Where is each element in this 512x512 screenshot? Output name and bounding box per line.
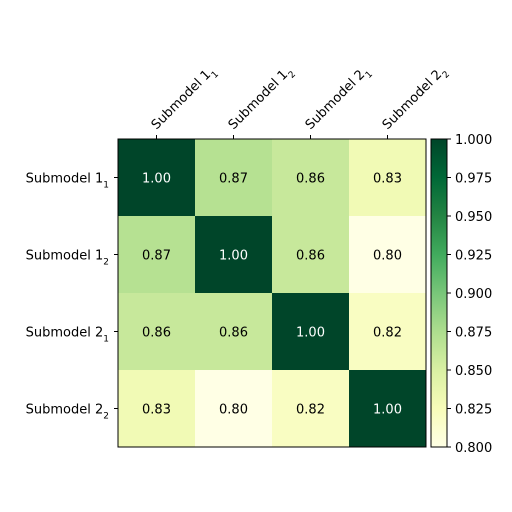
heatmap-cell <box>118 293 196 371</box>
cell-value-label: 0.86 <box>142 326 171 341</box>
x-tick-label: Submodel 12 <box>226 63 298 135</box>
colorbar-tick-label: 0.825 <box>455 403 492 418</box>
colorbar-tick-label: 0.900 <box>455 287 492 302</box>
heatmap-cell <box>195 293 273 371</box>
heatmap-cell <box>195 139 273 217</box>
heatmap-cells <box>118 139 427 448</box>
cell-value-label: 0.86 <box>296 249 325 264</box>
y-tick-label: Submodel 12 <box>26 249 109 268</box>
y-tick-label: Submodel 21 <box>26 326 109 345</box>
colorbar-ticks: 1.000 0.975 0.950 0.925 0.900 0.875 0.850 0.825… <box>447 133 492 456</box>
cell-value-label: 0.87 <box>142 249 171 264</box>
x-axis-ticks: Submodel 11 Submodel 12 Submodel 21 Submode… <box>149 63 452 139</box>
y-tick-label: Submodel 11 <box>26 172 109 191</box>
heatmap-cell <box>272 139 350 217</box>
heatmap-cell <box>195 370 273 448</box>
colorbar <box>430 138 448 448</box>
colorbar-tick-label: 0.925 <box>455 249 492 264</box>
heatmap-cell <box>349 216 427 294</box>
heatmap-cell <box>349 139 427 217</box>
cell-value-label: 0.80 <box>373 249 402 264</box>
cell-value-label: 0.87 <box>219 172 248 187</box>
cell-value-label: 0.80 <box>219 403 248 418</box>
heatmap-cell <box>118 216 196 294</box>
x-tick-label: Submodel 21 <box>303 63 375 135</box>
heatmap-cell <box>195 216 273 294</box>
cell-value-label: 1.00 <box>219 249 248 264</box>
cell-value-label: 0.86 <box>219 326 248 341</box>
cell-value-label: 0.82 <box>296 403 325 418</box>
y-axis-ticks: Submodel 11 Submodel 12 Submodel 21 Submode… <box>26 172 118 422</box>
cell-value-label: 0.83 <box>373 172 402 187</box>
colorbar-tick-label: 0.975 <box>455 172 492 187</box>
cell-value-label: 0.82 <box>373 326 402 341</box>
cell-value-label: 1.00 <box>373 403 402 418</box>
heatmap-cell-labels: 1.00 0.87 0.86 0.83 0.87 1.00 0.86 0.80 0.86 0.86… <box>142 172 402 418</box>
cell-value-label: 0.86 <box>296 172 325 187</box>
heatmap-cell <box>349 370 427 448</box>
colorbar-tick-label: 0.850 <box>455 364 492 379</box>
colorbar-tick-label: 0.800 <box>455 441 492 456</box>
cell-value-label: 0.83 <box>142 403 171 418</box>
heatmap-cell <box>272 370 350 448</box>
colorbar-tick-label: 0.875 <box>455 326 492 341</box>
cell-value-label: 1.00 <box>296 326 325 341</box>
heatmap-cell <box>118 139 196 217</box>
colorbar-tick-label: 0.950 <box>455 210 492 225</box>
x-tick-label: Submodel 11 <box>149 63 221 135</box>
heatmap-cell <box>272 293 350 371</box>
x-tick-label: Submodel 22 <box>380 63 452 135</box>
cell-value-label: 1.00 <box>142 172 171 187</box>
colorbar-tick-label: 1.000 <box>455 133 492 148</box>
y-tick-label: Submodel 22 <box>26 403 109 422</box>
heatmap-cell <box>118 370 196 448</box>
heatmap-frame <box>117 138 427 448</box>
heatmap-cell <box>272 216 350 294</box>
heatmap-cell <box>349 293 427 371</box>
